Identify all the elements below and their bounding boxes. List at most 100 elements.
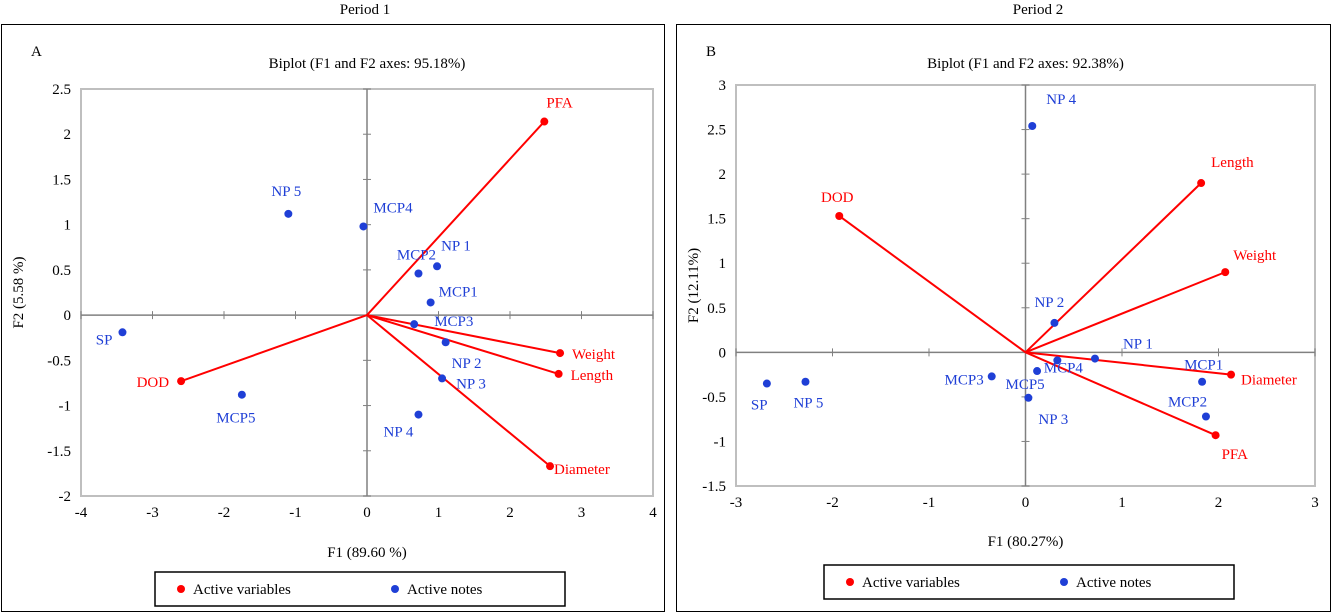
variable-label-dod: DOD [137,375,170,391]
y-axis-title-a: F2 (5.58 %) [11,256,27,328]
observation-label-mcp5: MCP5 [216,411,255,427]
x-tick-label: 3 [1311,495,1319,511]
biplot-chart-b: B Biplot (F1 and F2 axes: 92.38%) -3 -2 -1 0 1… [686,44,1319,600]
variable-vector-dod [838,215,1027,354]
period-1-title: Period 1 [339,2,391,18]
x-axis-title-b: F1 (80.27%) [988,534,1064,550]
panel-a-frame [1,24,665,612]
observation-label-np-3: NP 3 [456,376,486,392]
x-tick-label: -2 [218,505,231,521]
variable-point-length [554,369,563,378]
variable-label-weight: Weight [1233,248,1277,264]
observation-label-np-4: NP 4 [1046,92,1076,108]
y-tick-label: -1.5 [47,444,71,460]
variable-label-length: Length [1211,155,1254,171]
y-tick-label: 0 [64,308,72,324]
x-tick-label: 4 [649,505,657,521]
x-tick-label: -3 [146,505,159,521]
observation-point-mcp3 [987,372,996,381]
variable-label-dod: DOD [821,190,854,206]
observation-point-mcp4 [359,222,368,231]
variable-vector-diameter [1025,351,1232,376]
x-tick-label: 0 [363,505,371,521]
variable-point-dod [835,211,844,220]
legend-label-variables: Active variables [862,575,960,591]
y-tick-label: -1.5 [702,479,726,495]
observation-point-mcp4 [1053,356,1062,365]
panel-label-b: B [706,44,716,60]
observation-point-np-2 [441,338,450,347]
y-tick-label: -1 [59,399,72,415]
variable-label-diameter: Diameter [554,462,610,478]
observation-label-mcp4: MCP4 [373,200,413,216]
variable-vector-weight [1025,271,1226,354]
observation-point-np-3 [438,374,447,383]
observation-point-np-4 [414,410,423,419]
observation-label-np-2: NP 2 [1034,295,1064,311]
y-tick-label: -1 [714,434,727,450]
observation-point-np-5 [801,377,810,386]
legend-label-notes: Active notes [407,582,483,598]
observation-label-np-5: NP 5 [271,184,301,200]
observation-point-mcp5 [1033,367,1042,376]
variable-point-length [1197,179,1206,188]
y-tick-label: 2 [64,127,72,143]
legend-marker-variables [846,578,854,586]
y-tick-label: 3 [719,78,727,94]
observation-label-np-3: NP 3 [1038,412,1068,428]
chart-title-b: Biplot (F1 and F2 axes: 92.38%) [927,56,1124,72]
legend-marker-variables [177,585,185,593]
observation-point-mcp1 [1198,377,1207,386]
panel-b-frame [676,24,1331,612]
observation-label-np-5: NP 5 [793,396,823,412]
variable-point-weight [1221,268,1230,277]
variable-point-pfa [540,117,549,126]
variable-label-pfa: PFA [546,96,573,112]
panel-label-a: A [31,44,42,60]
observation-label-mcp1: MCP1 [439,284,478,300]
observation-label-mcp2: MCP2 [1168,394,1207,410]
variable-point-pfa [1211,431,1220,440]
observation-label-sp: SP [96,332,113,348]
legend-marker-notes [391,585,399,593]
y-tick-label: 1 [719,256,727,272]
variable-point-diameter [546,462,555,471]
x-tick-label: -1 [289,505,302,521]
biplot-chart-a: A Biplot (F1 and F2 axes: 95.18%) -4 -3 -2 -1… [11,44,657,607]
variable-vector-length [366,314,559,375]
x-tick-label: -2 [826,495,839,511]
variable-point-weight [556,349,565,358]
observation-point-mcp2 [414,269,423,278]
variable-vector-diameter [366,314,551,467]
y-tick-label: 1.5 [52,172,71,188]
observation-point-np-2 [1050,318,1059,327]
y-tick-label: 2 [719,167,727,183]
observation-label-mcp3: MCP3 [945,372,984,388]
variable-point-diameter [1227,370,1236,379]
x-tick-label: -1 [923,495,936,511]
variable-label-length: Length [571,368,614,384]
observation-label-mcp2: MCP2 [397,248,436,264]
y-tick-label: -0.5 [47,353,71,369]
x-tick-label: -4 [75,505,88,521]
variable-vector-length [1024,182,1202,354]
legend-box-b [823,564,1235,600]
observation-label-np-1: NP 1 [441,238,471,254]
period-2-title: Period 2 [1012,2,1064,18]
y-tick-label: 0.5 [52,263,71,279]
variable-vector-weight [366,314,561,355]
y-tick-label: 1.5 [707,212,726,228]
variable-vector-pfa [366,120,546,316]
observation-point-np-4 [1028,121,1037,130]
legend-label-notes: Active notes [1076,575,1152,591]
observation-point-sp [762,379,771,388]
variable-label-weight: Weight [572,347,616,363]
legend-marker-notes [1060,578,1068,586]
observation-label-mcp5: MCP5 [1005,377,1044,393]
observation-point-np-3 [1024,393,1033,402]
observation-label-mcp3: MCP3 [434,314,473,330]
variable-label-pfa: PFA [1222,447,1249,463]
variable-vector-pfa [1025,351,1217,437]
observation-label-np-1: NP 1 [1123,337,1153,353]
x-tick-label: 0 [1022,495,1030,511]
